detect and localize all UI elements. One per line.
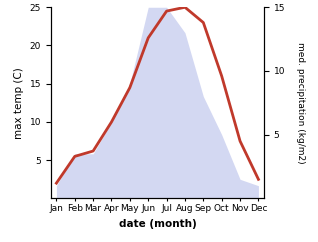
- Y-axis label: med. precipitation (kg/m2): med. precipitation (kg/m2): [296, 42, 305, 164]
- Y-axis label: max temp (C): max temp (C): [14, 67, 24, 139]
- X-axis label: date (month): date (month): [119, 219, 196, 228]
